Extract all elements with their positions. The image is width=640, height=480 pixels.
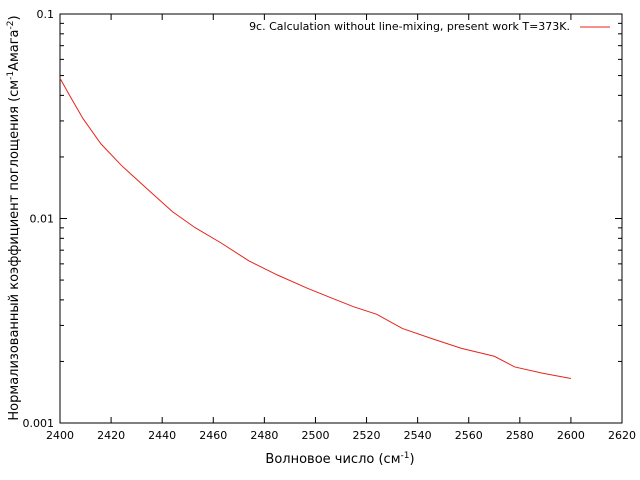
y-tick-label: 0.01 [30, 213, 55, 226]
x-tick-label: 2440 [148, 429, 176, 442]
y-axis-ticks: 0.001 0.01 0.1 [23, 8, 622, 430]
x-tick-label: 2620 [608, 429, 636, 442]
y-tick-label: 0.001 [23, 417, 55, 430]
legend-label-series-0: 9c. Calculation without line-mixing, pre… [249, 20, 570, 33]
x-tick-label: 2600 [557, 429, 585, 442]
x-tick-label: 2420 [97, 429, 125, 442]
y-axis-label: Нормализованный коэффициент поглощения (… [6, 15, 22, 420]
x-tick-label: 2540 [404, 429, 432, 442]
x-tick-label: 2480 [250, 429, 278, 442]
legend: 9c. Calculation without line-mixing, pre… [249, 20, 610, 33]
x-tick-label: 2520 [353, 429, 381, 442]
x-tick-label: 2580 [506, 429, 534, 442]
x-tick-label: 2560 [455, 429, 483, 442]
x-axis-label: Волновое число (см-1) [265, 451, 414, 467]
x-tick-label: 2460 [199, 429, 227, 442]
series-line-0 [59, 78, 572, 380]
x-axis-ticks: 2400 2420 2440 2460 2480 2500 2520 2540 2560 2580… [46, 14, 636, 442]
plot-frame [59, 13, 623, 424]
x-tick-label: 2500 [301, 429, 329, 442]
series-layer [59, 78, 572, 380]
x-tick-label: 2400 [46, 429, 74, 442]
y-tick-label: 0.1 [37, 8, 55, 21]
